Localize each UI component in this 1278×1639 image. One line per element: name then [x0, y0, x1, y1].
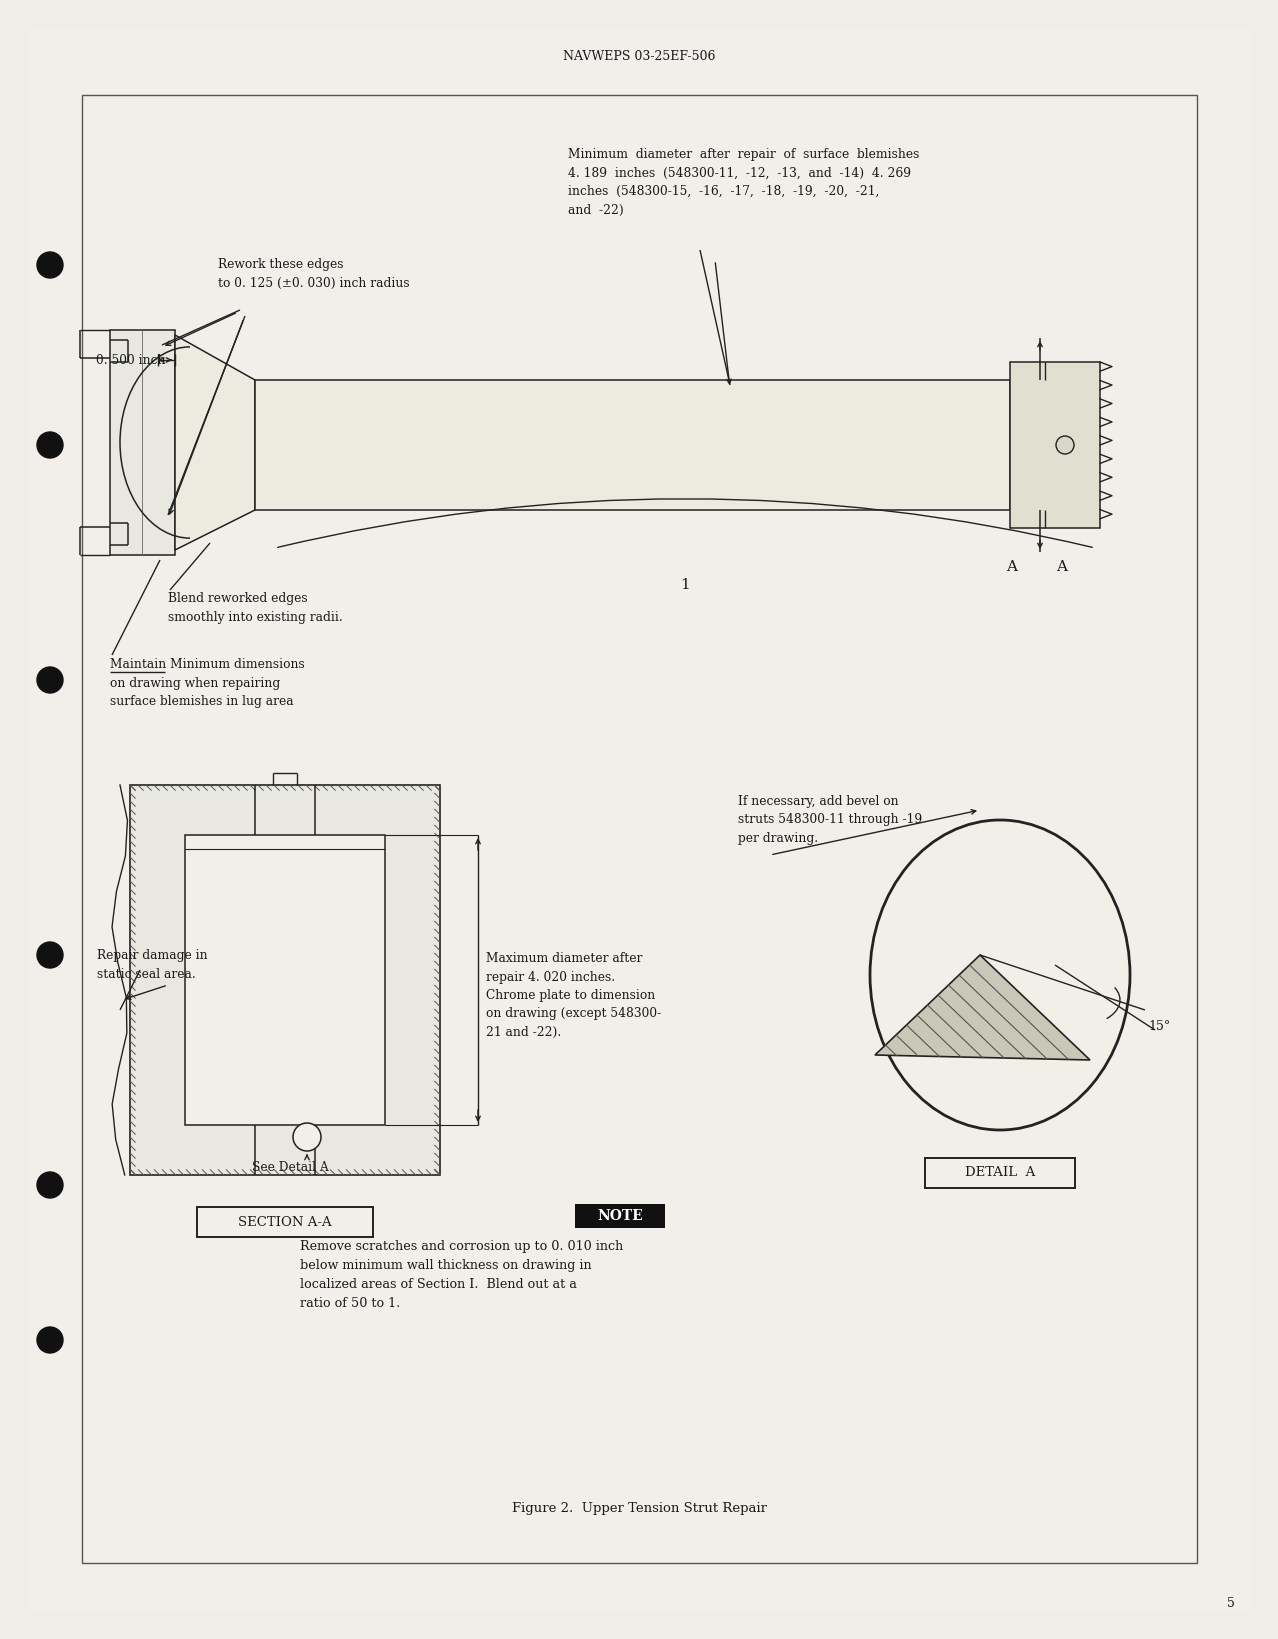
Text: A: A	[1057, 561, 1067, 574]
Bar	[1010, 362, 1100, 528]
Bar	[130, 785, 440, 1175]
Circle shape	[37, 252, 63, 279]
Circle shape	[1056, 436, 1074, 454]
Text: 15°: 15°	[1148, 1021, 1171, 1034]
Circle shape	[293, 1123, 321, 1151]
Text: Repair damage in
static seal area.: Repair damage in static seal area.	[97, 949, 207, 980]
Polygon shape	[175, 334, 256, 551]
Text: Remove scratches and corrosion up to 0. 010 inch
below minimum wall thickness on: Remove scratches and corrosion up to 0. …	[300, 1241, 624, 1310]
Text: Maximum diameter after
repair 4. 020 inches.
Chrome plate to dimension
on drawin: Maximum diameter after repair 4. 020 inc…	[486, 952, 661, 1039]
Text: SECTION A-A: SECTION A-A	[238, 1216, 332, 1229]
Ellipse shape	[870, 820, 1130, 1129]
Text: NOTE: NOTE	[597, 1210, 643, 1223]
Bar	[110, 329, 175, 556]
Text: DETAIL  A: DETAIL A	[965, 1167, 1035, 1180]
Text: Figure 2.  Upper Tension Strut Repair: Figure 2. Upper Tension Strut Repair	[511, 1501, 767, 1514]
Circle shape	[37, 433, 63, 457]
Text: See Detail A: See Detail A	[252, 1160, 328, 1174]
Circle shape	[37, 1328, 63, 1354]
Text: 5: 5	[1227, 1596, 1235, 1609]
Text: A: A	[1007, 561, 1017, 574]
Circle shape	[37, 667, 63, 693]
Bar	[575, 1205, 665, 1228]
Text: Blend reworked edges
smoothly into existing radii.: Blend reworked edges smoothly into exist…	[167, 592, 343, 623]
Polygon shape	[875, 956, 1090, 1060]
Text: 1: 1	[680, 579, 690, 592]
Text: Maintain Minimum dimensions
on drawing when repairing
surface blemishes in lug a: Maintain Minimum dimensions on drawing w…	[110, 657, 304, 708]
Circle shape	[37, 1172, 63, 1198]
Bar	[185, 834, 385, 1124]
Bar	[256, 380, 1010, 510]
Text: Minimum  diameter  after  repair  of  surface  blemishes
4. 189  inches  (548300: Minimum diameter after repair of surface…	[567, 148, 919, 216]
Text: Rework these edges
to 0. 125 (±0. 030) inch radius: Rework these edges to 0. 125 (±0. 030) i…	[219, 257, 410, 290]
Text: 0. 500 inch: 0. 500 inch	[96, 354, 165, 367]
Text: If necessary, add bevel on
struts 548300-11 through -19
per drawing.: If necessary, add bevel on struts 548300…	[737, 795, 923, 846]
Text: NAVWEPS 03-25EF-506: NAVWEPS 03-25EF-506	[562, 51, 716, 64]
Circle shape	[37, 942, 63, 969]
Bar	[925, 1159, 1075, 1188]
Bar	[82, 95, 1197, 1564]
Bar	[197, 1206, 373, 1237]
